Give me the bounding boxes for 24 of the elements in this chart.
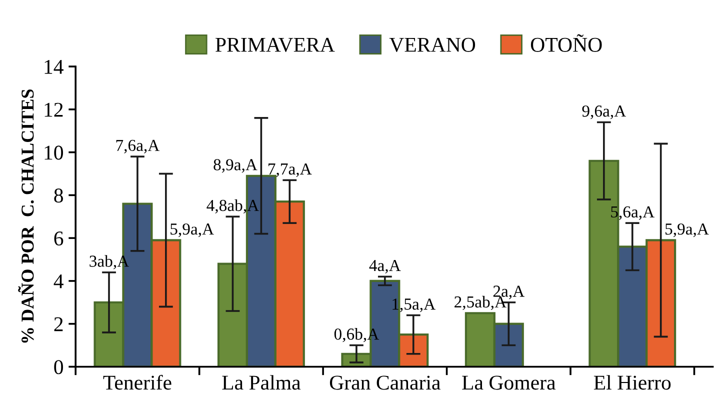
x-tick-label: Tenerife (103, 374, 172, 390)
data-label: 5,9a,A (666, 223, 709, 238)
y-tick-label: 8 (54, 188, 63, 203)
data-label: 7,6a,A (116, 140, 160, 154)
y-tick-label: 0 (54, 360, 63, 374)
y-tick-label: 2 (54, 317, 63, 332)
y-axis-title: % DAÑO POR C. CHALCITES (18, 89, 34, 343)
y-tick-label: 6 (54, 231, 64, 246)
data-label: 4a,A (369, 260, 401, 274)
data-label: 7,7a,A (268, 163, 312, 178)
data-label: 5,9a,A (170, 223, 214, 238)
data-label: 8,9a,A (214, 159, 258, 173)
data-label: 9,6a,A (582, 106, 626, 120)
legend-label: OTOÑO (530, 34, 602, 52)
legend-label: VERANO (389, 38, 476, 52)
x-tick-label: La Palma (222, 375, 301, 390)
y-tick-label: 12 (44, 102, 63, 117)
y-tick-label: 14 (44, 60, 64, 74)
y-tick-label: 10 (44, 146, 63, 160)
y-tick-label: 4 (54, 274, 64, 288)
legend-label: PRIMAVERA (216, 38, 335, 52)
x-tick-label: Gran Canaria (330, 376, 440, 390)
x-tick-label: La Gomera (462, 376, 556, 390)
x-tick-label: El Hierro (594, 375, 671, 390)
